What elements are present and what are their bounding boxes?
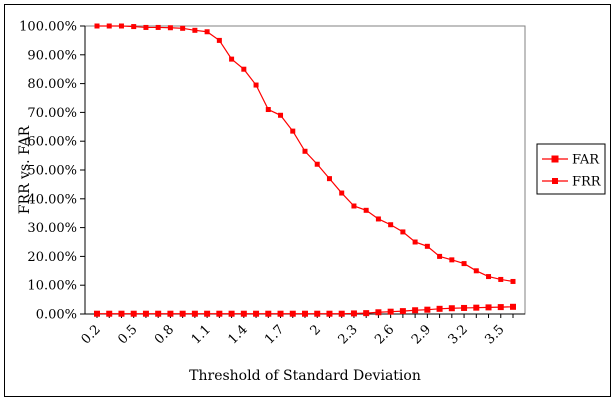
data-point-far bbox=[424, 306, 431, 313]
data-point-far bbox=[142, 310, 149, 317]
legend-box bbox=[536, 143, 606, 195]
data-point-frr bbox=[106, 23, 112, 29]
data-point-frr bbox=[253, 82, 259, 88]
data-point-frr bbox=[290, 128, 296, 134]
data-point-far bbox=[461, 304, 468, 311]
data-point-frr bbox=[326, 176, 332, 182]
data-point-frr bbox=[180, 25, 186, 31]
data-point-far bbox=[228, 310, 235, 317]
data-point-frr bbox=[461, 261, 467, 267]
data-point-frr bbox=[437, 253, 443, 259]
data-point-frr bbox=[94, 23, 100, 29]
data-point-far bbox=[350, 310, 357, 317]
data-point-far bbox=[167, 310, 174, 317]
data-point-far bbox=[277, 310, 284, 317]
data-point-frr bbox=[278, 112, 284, 118]
x-axis-title: Threshold of Standard Deviation bbox=[189, 368, 421, 384]
y-tick-label: 20.00% bbox=[27, 250, 77, 265]
data-point-far bbox=[289, 310, 296, 317]
data-point-frr bbox=[339, 190, 345, 196]
plot-area bbox=[84, 25, 526, 315]
data-point-far bbox=[375, 309, 382, 316]
data-point-far bbox=[253, 310, 260, 317]
data-point-far bbox=[155, 310, 162, 317]
data-point-frr bbox=[192, 27, 198, 33]
y-tick-label: 10.00% bbox=[27, 279, 77, 294]
data-point-far bbox=[399, 308, 406, 315]
y-axis-title: FRR vs. FAR bbox=[17, 125, 33, 214]
data-point-far bbox=[485, 304, 492, 311]
data-point-frr bbox=[167, 25, 173, 31]
data-point-far bbox=[118, 310, 125, 317]
data-point-frr bbox=[412, 239, 418, 245]
y-tick-label: 90.00% bbox=[27, 48, 77, 63]
data-point-far bbox=[448, 305, 455, 312]
data-point-far bbox=[94, 310, 100, 317]
data-point-frr bbox=[216, 37, 222, 43]
y-tick-label: 0.00% bbox=[36, 308, 77, 323]
data-point-frr bbox=[510, 278, 516, 284]
legend-label-frr: FRR bbox=[572, 175, 602, 190]
data-point-frr bbox=[486, 274, 492, 280]
data-point-far bbox=[387, 308, 394, 315]
data-point-far bbox=[106, 310, 113, 317]
data-point-frr bbox=[473, 268, 479, 274]
y-tick-label: 80.00% bbox=[27, 77, 77, 92]
data-point-frr bbox=[314, 161, 320, 167]
data-point-far bbox=[191, 310, 198, 317]
data-point-far bbox=[473, 304, 480, 311]
y-tick-label: 70.00% bbox=[27, 106, 77, 121]
data-point-far bbox=[497, 304, 504, 311]
y-tick-label: 30.00% bbox=[27, 221, 77, 236]
y-tick-label: 60.00% bbox=[27, 135, 77, 150]
data-point-frr bbox=[265, 107, 271, 113]
y-axis-ticks: 0.00% 10.00% 20.00% 30.00% 40.00% 50.00% 60.00… bbox=[19, 20, 85, 323]
data-point-far bbox=[216, 310, 223, 317]
data-point-far bbox=[510, 303, 516, 310]
data-point-far bbox=[130, 310, 137, 317]
data-point-frr bbox=[363, 207, 369, 213]
data-point-far bbox=[436, 305, 443, 312]
data-point-far bbox=[240, 310, 247, 317]
data-point-far bbox=[338, 310, 345, 317]
data-point-frr bbox=[131, 24, 137, 30]
series-layer bbox=[94, 23, 516, 317]
y-tick-label: 50.00% bbox=[27, 164, 77, 179]
data-point-frr bbox=[424, 243, 430, 249]
data-point-frr bbox=[204, 29, 210, 35]
data-point-far bbox=[412, 307, 419, 314]
legend-label-far: FAR bbox=[572, 153, 600, 168]
series-frr bbox=[94, 23, 516, 284]
data-point-frr bbox=[351, 203, 357, 209]
data-point-far bbox=[179, 310, 186, 317]
data-point-far bbox=[326, 310, 333, 317]
legend-marker-far bbox=[551, 155, 559, 163]
data-point-frr bbox=[498, 276, 504, 282]
series-far bbox=[94, 303, 516, 317]
legend-marker-frr bbox=[552, 178, 558, 184]
data-point-frr bbox=[302, 148, 308, 154]
data-point-frr bbox=[375, 216, 381, 222]
data-point-frr bbox=[118, 23, 124, 29]
data-point-frr bbox=[449, 257, 455, 263]
legend: FAR FRR bbox=[536, 143, 606, 195]
data-point-far bbox=[265, 310, 272, 317]
y-tick-label: 40.00% bbox=[27, 192, 77, 207]
data-point-frr bbox=[400, 229, 406, 235]
data-point-frr bbox=[388, 222, 394, 228]
data-point-far bbox=[204, 310, 211, 317]
data-point-frr bbox=[241, 66, 247, 72]
y-tick-label: 100.00% bbox=[19, 20, 77, 35]
data-point-frr bbox=[155, 24, 161, 30]
data-point-far bbox=[302, 310, 308, 317]
data-point-far bbox=[314, 310, 321, 317]
data-point-frr bbox=[143, 24, 149, 30]
data-point-far bbox=[363, 310, 370, 317]
data-point-frr bbox=[229, 56, 235, 62]
